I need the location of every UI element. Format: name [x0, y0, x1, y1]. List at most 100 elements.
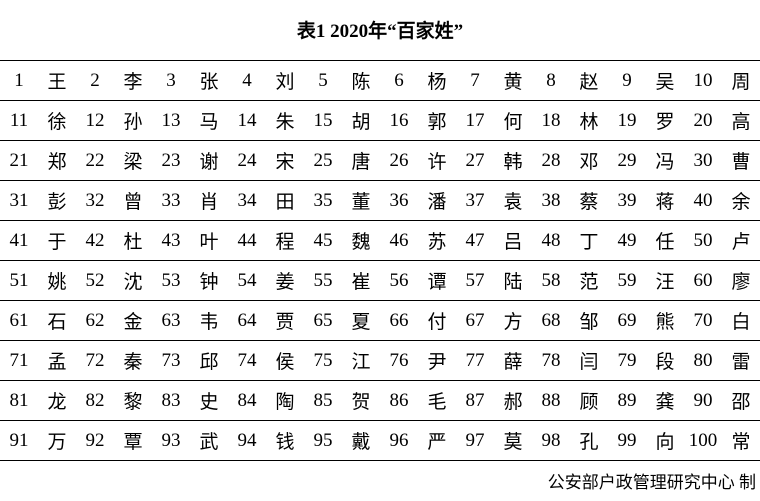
- surname: 彭: [47, 192, 67, 213]
- surname: 邵: [731, 392, 751, 413]
- surname: 常: [731, 432, 751, 453]
- surname: 吴: [655, 72, 675, 93]
- surname: 赵: [579, 72, 599, 93]
- surname: 邱: [199, 352, 219, 373]
- rank-number: 38: [541, 189, 561, 211]
- rank-number: 82: [85, 389, 105, 411]
- surname: 钟: [199, 272, 219, 293]
- rank-number: 25: [313, 149, 333, 171]
- rank-number: 40: [693, 189, 713, 211]
- surname: 许: [427, 152, 447, 173]
- rank-number: 47: [465, 229, 485, 251]
- rank-number: 93: [161, 429, 181, 451]
- surname: 于: [47, 232, 67, 253]
- surname: 陶: [275, 392, 295, 413]
- surname: 贺: [351, 392, 371, 413]
- rank-number: 9: [622, 69, 632, 91]
- rank-number: 22: [85, 149, 105, 171]
- surname: 肖: [199, 192, 219, 213]
- surname: 徐: [47, 112, 67, 133]
- surname: 覃: [123, 432, 143, 453]
- rank-number: 19: [617, 109, 637, 131]
- rank-number: 79: [617, 349, 637, 371]
- rank-number: 35: [313, 189, 333, 211]
- surname: 莫: [503, 432, 523, 453]
- surname: 贾: [275, 312, 295, 333]
- surname: 范: [579, 272, 599, 293]
- rank-number: 87: [465, 389, 485, 411]
- surname: 冯: [655, 152, 675, 173]
- rank-number: 41: [9, 229, 29, 251]
- rank-number: 11: [9, 109, 29, 131]
- surname: 向: [655, 432, 675, 453]
- rank-number: 71: [9, 349, 29, 371]
- rank-number: 67: [465, 309, 485, 331]
- surname: 白: [731, 312, 751, 333]
- rank-number: 75: [313, 349, 333, 371]
- rank-number: 69: [617, 309, 637, 331]
- surname: 陈: [351, 72, 371, 93]
- surname: 钱: [275, 432, 295, 453]
- rank-number: 46: [389, 229, 409, 251]
- surname: 任: [655, 232, 675, 253]
- rank-number: 51: [9, 269, 29, 291]
- surname: 王: [47, 72, 67, 93]
- surname: 段: [655, 352, 675, 373]
- surname: 苏: [427, 232, 447, 253]
- rank-number: 64: [237, 309, 257, 331]
- rank-number: 8: [546, 69, 556, 91]
- rank-number: 77: [465, 349, 485, 371]
- rank-number: 34: [237, 189, 257, 211]
- surname: 潘: [427, 192, 447, 213]
- surname: 田: [275, 192, 295, 213]
- surname: 江: [351, 352, 371, 373]
- surname: 韩: [503, 152, 523, 173]
- table-row: 41 于 42 杜 43 叶 44 程 45 魏 46 苏 47 吕 48 丁 49 任 50 卢: [0, 221, 760, 261]
- rank-number: 60: [693, 269, 713, 291]
- rank-number: 33: [161, 189, 181, 211]
- surname: 丁: [579, 232, 599, 253]
- surname: 龙: [47, 392, 67, 413]
- surname: 姜: [275, 272, 295, 293]
- table-title: 表1 2020年“百家姓”: [296, 21, 464, 42]
- surname-table: 1 王 2 李 3 张 4 刘 5 陈 6 杨 7 黄 8 赵 9 吴 10 周 11 徐 12 孙 13 马 14 朱 15 胡 16 郭 1…: [0, 60, 760, 461]
- surname: 戴: [351, 432, 371, 453]
- rank-number: 30: [693, 149, 713, 171]
- table-row: 61 石 62 金 63 韦 64 贾 65 夏 66 付 67 方 68 邹 69 熊 70 白: [0, 301, 760, 341]
- surname: 孙: [123, 112, 143, 133]
- rank-number: 65: [313, 309, 333, 331]
- table-row: 71 孟 72 秦 73 邱 74 侯 75 江 76 尹 77 薛 78 闫 79 段 80 雷: [0, 341, 760, 381]
- rank-number: 89: [617, 389, 637, 411]
- surname: 余: [731, 192, 751, 213]
- table-row: 21 郑 22 梁 23 谢 24 宋 25 唐 26 许 27 韩 28 邓 29 冯 30 曹: [0, 141, 760, 181]
- surname: 郭: [427, 112, 447, 133]
- rank-number: 32: [85, 189, 105, 211]
- surname: 朱: [275, 112, 295, 133]
- rank-number: 78: [541, 349, 561, 371]
- surname: 侯: [275, 352, 295, 373]
- rank-number: 53: [161, 269, 181, 291]
- source-credit: 公安部户政管理研究中心 制: [547, 473, 756, 492]
- surname: 闫: [579, 352, 599, 373]
- surname: 谢: [199, 152, 219, 173]
- rank-number: 88: [541, 389, 561, 411]
- rank-number: 4: [242, 69, 252, 91]
- rank-number: 73: [161, 349, 181, 371]
- surname: 孔: [579, 432, 599, 453]
- surname: 唐: [351, 152, 371, 173]
- surname: 方: [503, 312, 523, 333]
- rank-number: 94: [237, 429, 257, 451]
- table-row: 51 姚 52 沈 53 钟 54 姜 55 崔 56 谭 57 陆 58 范 59 汪 60 廖: [0, 261, 760, 301]
- surname: 叶: [199, 232, 219, 253]
- rank-number: 52: [85, 269, 105, 291]
- surname: 蒋: [655, 192, 675, 213]
- table-row: 81 龙 82 黎 83 史 84 陶 85 贺 86 毛 87 郝 88 顾 89 龚 90 邵: [0, 381, 760, 421]
- surname: 董: [351, 192, 371, 213]
- surname: 夏: [351, 312, 371, 333]
- surname: 曾: [123, 192, 143, 213]
- surname: 蔡: [579, 192, 599, 213]
- rank-number: 80: [693, 349, 713, 371]
- rank-number: 1: [14, 69, 24, 91]
- surname: 魏: [351, 232, 371, 253]
- rank-number: 16: [389, 109, 409, 131]
